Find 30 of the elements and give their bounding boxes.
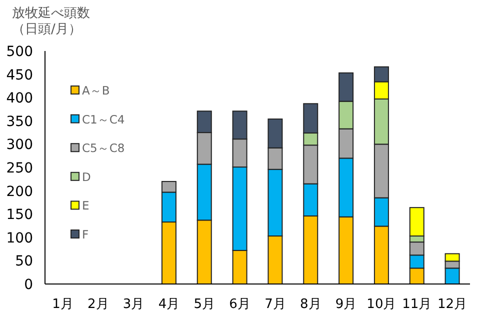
- legend-label: C5～C8: [82, 141, 125, 156]
- y-tick-label: 400: [6, 90, 33, 107]
- y-tick-label: 300: [6, 137, 33, 154]
- y-tick-label: 100: [6, 230, 33, 246]
- y-tick-label: 150: [6, 207, 33, 224]
- y-tick-label: 250: [6, 160, 33, 176]
- x-tick-label: 2月: [87, 297, 109, 312]
- x-tick-label: 3月: [122, 297, 144, 312]
- y-tick-label: 350: [6, 114, 33, 130]
- x-tick-label: 8月: [300, 297, 322, 312]
- y-tick-label: 50: [15, 254, 33, 270]
- legend-label: C1～C4: [82, 112, 125, 126]
- y-tick-label: 450: [6, 67, 33, 84]
- y-tick-label: 200: [6, 184, 33, 200]
- x-tick-label: 7月: [264, 297, 286, 312]
- legend-label: D: [82, 170, 91, 184]
- x-tick-label: 6月: [229, 297, 250, 312]
- x-tick-label: 12月: [438, 297, 468, 312]
- legend-label: E: [82, 198, 90, 213]
- y-tick-label: 500: [6, 44, 33, 60]
- legend-label: A～B: [82, 84, 110, 98]
- x-tick-label: 10月: [366, 297, 396, 312]
- x-tick-label: 4月: [158, 297, 180, 312]
- x-tick-label: 1月: [52, 297, 74, 312]
- y-tick-label: 0: [24, 277, 33, 293]
- legend-label: F: [82, 228, 89, 242]
- x-tick-label: 9月: [335, 297, 357, 312]
- y-axis-title: 放牧延べ頭数（日頭/月）: [12, 6, 91, 38]
- x-tick-label: 5月: [194, 297, 216, 312]
- x-tick-label: 11月: [402, 297, 432, 312]
